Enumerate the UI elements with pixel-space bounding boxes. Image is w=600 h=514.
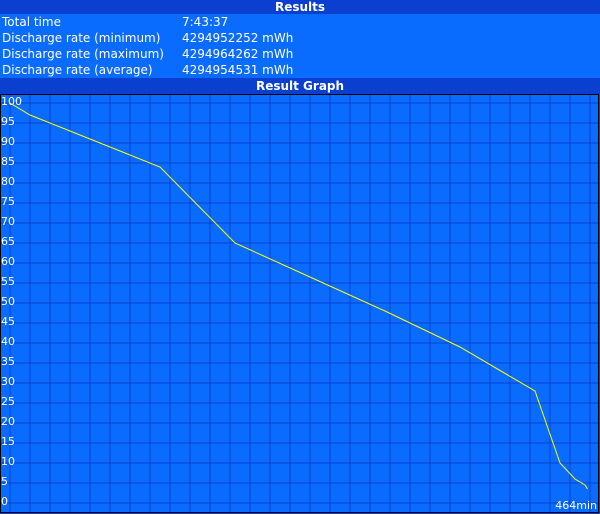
results-header: Results <box>0 0 600 14</box>
y-tick-label: 85 <box>1 155 15 168</box>
results-table: Total time 7:43:37 Discharge rate (minimum… <box>0 14 600 78</box>
discharge-line <box>9 102 588 490</box>
y-tick-label: 55 <box>1 275 15 288</box>
result-label: Total time <box>2 15 61 29</box>
result-label: Discharge rate (minimum) <box>2 31 161 45</box>
y-tick-label: 60 <box>1 255 15 268</box>
y-tick-label: 90 <box>1 135 15 148</box>
result-graph-header: Result Graph <box>0 78 600 94</box>
result-row: Discharge rate (average) 4294954531 mWh <box>0 62 600 78</box>
y-tick-label: 25 <box>1 395 15 408</box>
result-label: Discharge rate (average) <box>2 63 153 77</box>
result-row: Discharge rate (maximum) 4294964262 mWh <box>0 46 600 62</box>
y-tick-label: 100 <box>1 95 22 108</box>
y-tick-label: 80 <box>1 175 15 188</box>
y-tick-label: 95 <box>1 115 15 128</box>
result-label: Discharge rate (maximum) <box>2 47 164 61</box>
y-tick-label: 30 <box>1 375 15 388</box>
y-tick-label: 20 <box>1 415 15 428</box>
y-tick-label: 50 <box>1 295 15 308</box>
y-tick-label: 70 <box>1 215 15 228</box>
result-value: 7:43:37 <box>182 15 229 29</box>
y-tick-label: 35 <box>1 355 15 368</box>
y-tick-label: 45 <box>1 315 15 328</box>
y-tick-label: 40 <box>1 335 15 348</box>
result-value: 4294954531 mWh <box>182 63 294 77</box>
result-value: 4294952252 mWh <box>182 31 294 45</box>
y-tick-label: 5 <box>1 475 8 488</box>
y-tick-label: 65 <box>1 235 15 248</box>
result-graph: 1009590858075706560555045403530252015105… <box>0 94 599 513</box>
y-tick-label: 0 <box>1 495 8 508</box>
result-row: Discharge rate (minimum) 4294952252 mWh <box>0 30 600 46</box>
result-row: Total time 7:43:37 <box>0 14 600 30</box>
y-tick-label: 75 <box>1 195 15 208</box>
result-value: 4294964262 mWh <box>182 47 294 61</box>
x-end-label: 464min <box>555 499 597 512</box>
y-tick-label: 10 <box>1 455 15 468</box>
y-tick-label: 15 <box>1 435 15 448</box>
